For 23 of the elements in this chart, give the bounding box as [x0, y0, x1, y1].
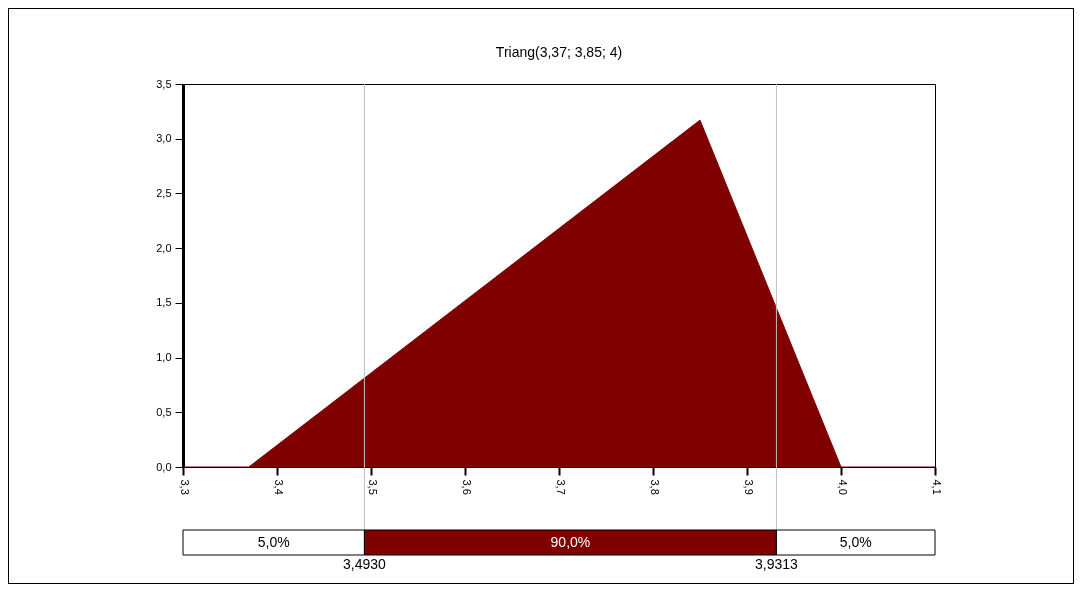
y-tick-label: 2,0 [156, 241, 172, 254]
y-tick-label: 2,5 [156, 186, 172, 199]
y-tick-label: 3,5 [156, 77, 172, 90]
x-tick-label: 4,0 [836, 479, 849, 495]
y-tick-label: 0,5 [156, 405, 172, 418]
x-tick-label: 3,8 [648, 479, 661, 495]
y-tick-label: 3,0 [156, 132, 172, 145]
x-tick-label: 3,9 [742, 479, 755, 495]
x-tick-label: 3,7 [554, 479, 567, 495]
x-tick-label: 4,1 [930, 479, 943, 495]
text: 5,0% [257, 533, 290, 550]
x-tick-label: 3,3 [178, 479, 191, 495]
text: 5,0% [839, 533, 872, 550]
ref-line-label: 3,4930 [343, 556, 387, 572]
ref-line-label: 3,9313 [755, 556, 799, 572]
y-tick-label: 0,0 [156, 460, 172, 473]
x-tick-label: 3,5 [366, 479, 379, 495]
text: 90,0% [550, 533, 591, 550]
x-tick-label: 3,6 [460, 479, 473, 495]
chart-title: Triang(3,37; 3,85; 4) [495, 44, 623, 60]
y-tick-label: 1,5 [156, 296, 172, 309]
y-tick-label: 1,0 [156, 351, 172, 364]
x-tick-label: 3,4 [272, 479, 285, 495]
